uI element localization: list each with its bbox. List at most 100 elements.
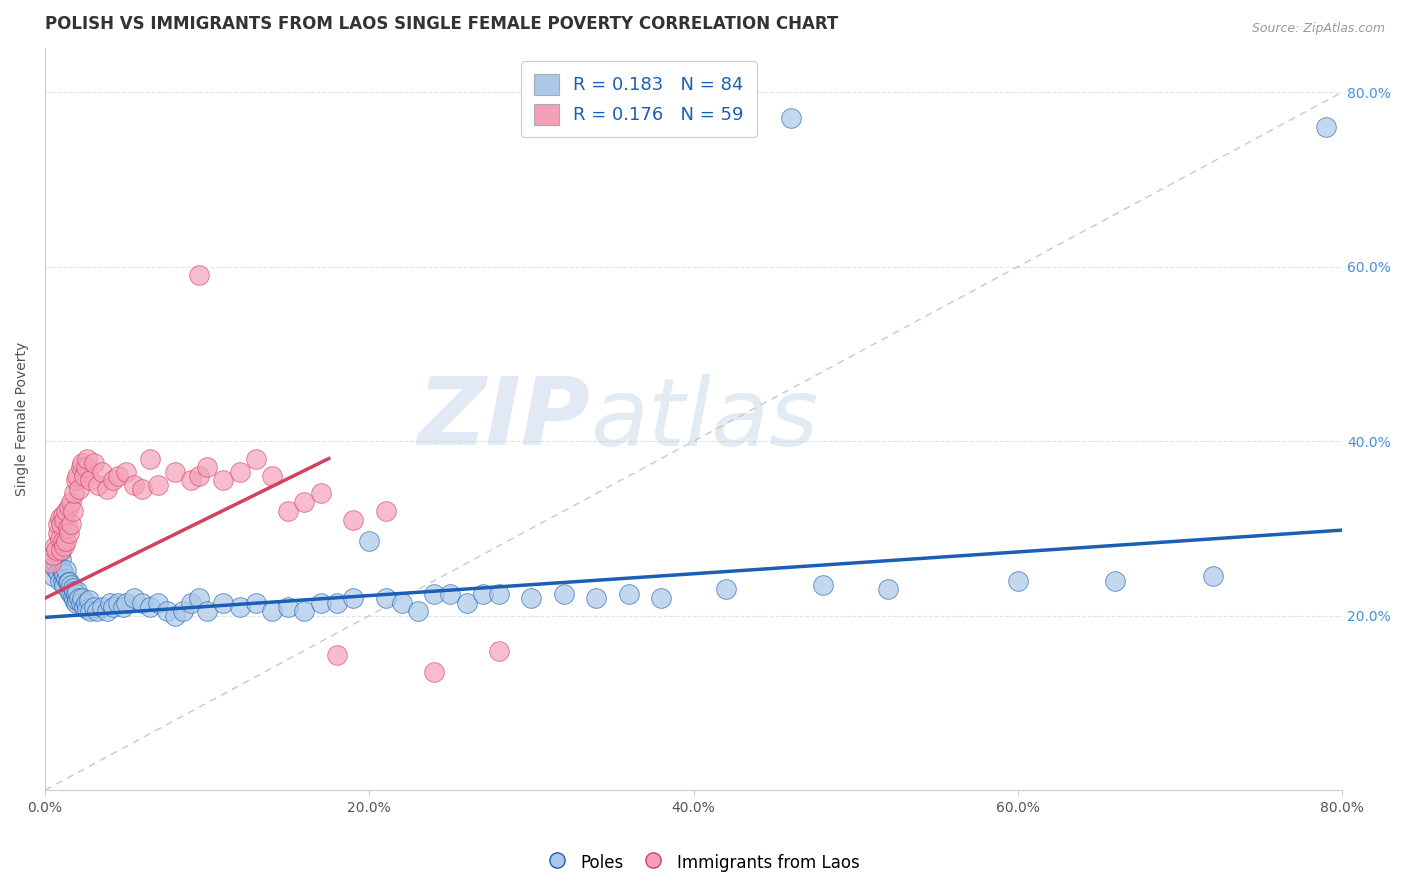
Point (52, 508, 75, 523)
Point (1201, 569, 1223, 583)
Point (245, 451, 267, 466)
Point (58, 584, 80, 599)
Point (617, 587, 640, 601)
Legend: R = 0.183   N = 84, R = 0.176   N = 59: R = 0.183 N = 84, R = 0.176 N = 59 (522, 62, 756, 137)
Point (55, 534, 77, 549)
Point (1315, 120, 1337, 134)
Point (63, 486, 86, 500)
Point (228, 465, 250, 479)
Point (62, 581, 84, 595)
Point (52, 574, 75, 588)
Point (46, 525, 69, 540)
Point (98, 595, 121, 609)
Point (115, 465, 138, 479)
Point (1104, 574, 1126, 588)
Point (228, 599, 250, 614)
Point (115, 595, 138, 609)
Point (277, 599, 299, 614)
Point (294, 495, 316, 509)
Point (58, 500, 80, 514)
Point (66, 469, 89, 483)
Point (163, 465, 186, 479)
Point (53, 566, 76, 581)
Point (62, 590, 84, 604)
Point (277, 504, 299, 518)
Point (55, 504, 77, 518)
Point (423, 587, 446, 601)
Point (44, 539, 66, 553)
Point (55, 572, 77, 586)
Point (73, 469, 96, 483)
Point (90, 599, 112, 614)
Point (260, 604, 283, 618)
Point (813, 578, 835, 592)
Text: POLISH VS IMMIGRANTS FROM LAOS SINGLE FEMALE POVERTY CORRELATION CHART: POLISH VS IMMIGRANTS FROM LAOS SINGLE FE… (45, 15, 838, 33)
Point (439, 587, 461, 601)
Point (488, 643, 510, 657)
Point (406, 604, 429, 618)
Point (309, 595, 332, 609)
Point (488, 587, 510, 601)
Point (260, 469, 283, 483)
Point (122, 477, 145, 491)
Point (76, 451, 98, 466)
Point (87, 477, 110, 491)
Point (359, 534, 381, 549)
Point (45, 556, 67, 570)
Point (59, 578, 82, 592)
Point (195, 604, 218, 618)
Point (51, 543, 73, 558)
Point (456, 595, 478, 609)
Point (148, 477, 170, 491)
Point (67, 482, 90, 496)
Point (342, 591, 364, 606)
Point (45, 543, 67, 558)
Point (553, 587, 575, 601)
Y-axis label: Single Female Poverty: Single Female Poverty (15, 343, 30, 497)
Point (75, 595, 97, 609)
Point (111, 599, 134, 614)
Point (58, 525, 80, 540)
Point (309, 486, 332, 500)
Point (326, 595, 349, 609)
Point (66, 593, 89, 607)
Point (96, 482, 118, 496)
Point (59, 495, 82, 509)
Point (67, 591, 90, 606)
Point (131, 595, 153, 609)
Point (55, 563, 77, 577)
Point (86, 604, 108, 618)
Point (423, 665, 446, 680)
Point (52, 534, 75, 549)
Point (180, 595, 202, 609)
Point (342, 513, 364, 527)
Point (73, 599, 96, 614)
Point (107, 595, 129, 609)
Point (83, 456, 105, 470)
Point (51, 560, 73, 574)
Text: Source: ZipAtlas.com: Source: ZipAtlas.com (1251, 22, 1385, 36)
Point (155, 604, 177, 618)
Point (65, 587, 87, 601)
Point (96, 604, 118, 618)
Point (188, 268, 211, 283)
Text: ZIP: ZIP (418, 373, 591, 466)
Point (294, 604, 316, 618)
Point (650, 591, 672, 606)
Point (75, 460, 97, 475)
Point (180, 474, 202, 488)
Point (52, 565, 75, 579)
Point (139, 451, 162, 466)
Point (245, 595, 267, 609)
Point (42, 548, 65, 562)
Point (163, 608, 186, 623)
Point (471, 587, 494, 601)
Text: atlas: atlas (591, 374, 818, 465)
Point (188, 591, 211, 606)
Point (391, 595, 413, 609)
Point (56, 575, 79, 590)
Point (212, 474, 235, 488)
Point (212, 595, 235, 609)
Point (51, 543, 73, 558)
Point (148, 595, 170, 609)
